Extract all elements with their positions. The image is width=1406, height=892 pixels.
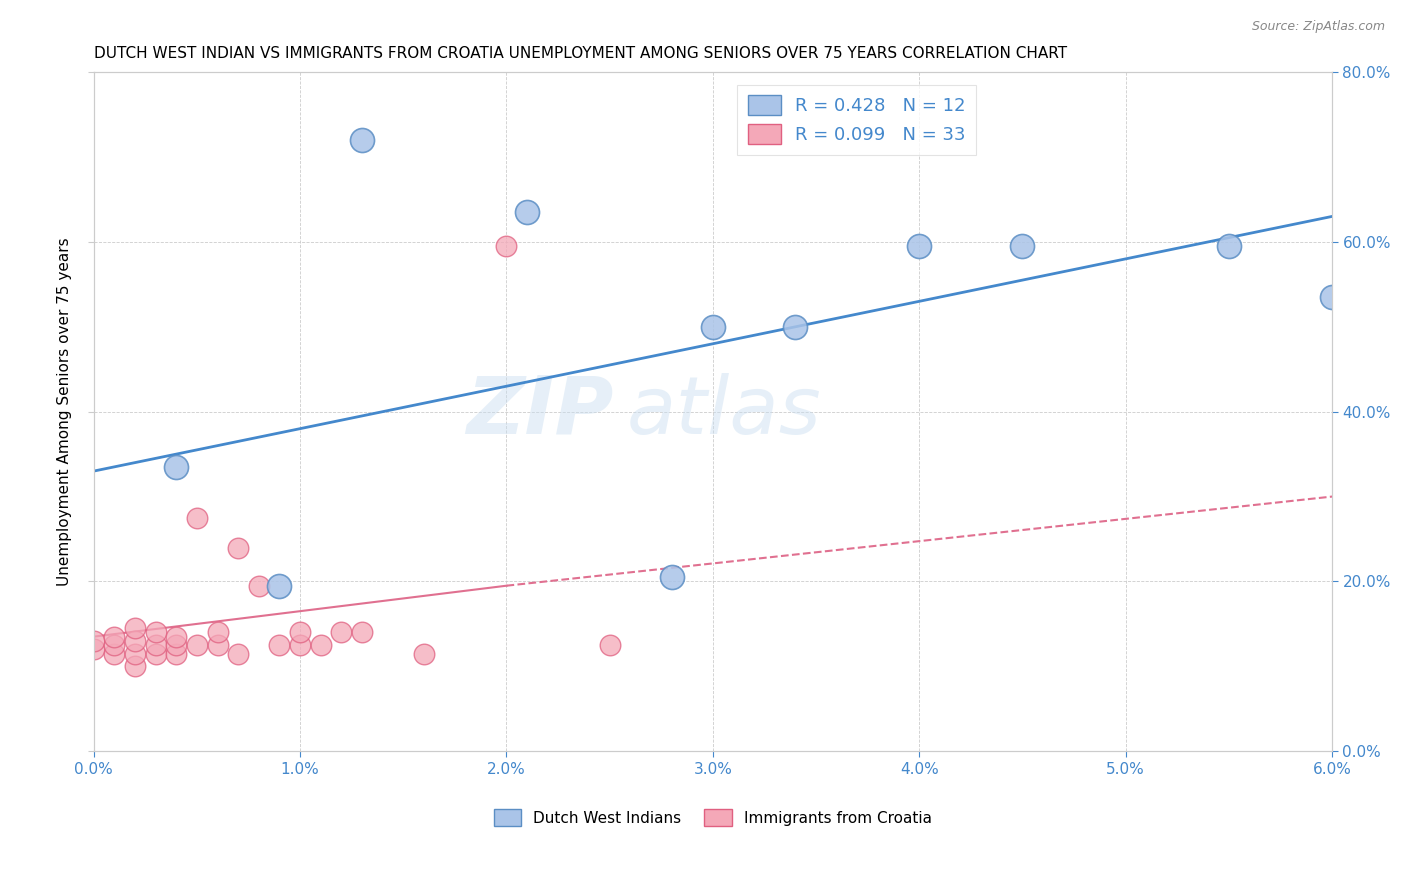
Point — [103, 638, 125, 652]
Point — [165, 459, 187, 474]
Point — [165, 647, 187, 661]
Point — [1320, 290, 1343, 304]
Point — [269, 638, 291, 652]
Point — [103, 647, 125, 661]
Point — [599, 638, 621, 652]
Point — [186, 638, 208, 652]
Point — [83, 633, 105, 648]
Point — [145, 638, 167, 652]
Point — [516, 205, 538, 219]
Point — [124, 621, 146, 635]
Legend: Dutch West Indians, Immigrants from Croatia: Dutch West Indians, Immigrants from Croa… — [488, 803, 938, 832]
Point — [330, 625, 353, 640]
Point — [165, 638, 187, 652]
Point — [908, 239, 931, 253]
Point — [124, 647, 146, 661]
Point — [495, 239, 517, 253]
Point — [1218, 239, 1240, 253]
Point — [207, 625, 229, 640]
Point — [207, 638, 229, 652]
Text: DUTCH WEST INDIAN VS IMMIGRANTS FROM CROATIA UNEMPLOYMENT AMONG SENIORS OVER 75 : DUTCH WEST INDIAN VS IMMIGRANTS FROM CRO… — [94, 46, 1067, 62]
Point — [309, 638, 332, 652]
Point — [269, 579, 291, 593]
Point — [145, 647, 167, 661]
Point — [350, 133, 373, 147]
Point — [785, 319, 807, 334]
Point — [226, 541, 249, 555]
Y-axis label: Unemployment Among Seniors over 75 years: Unemployment Among Seniors over 75 years — [58, 237, 72, 586]
Text: atlas: atlas — [626, 373, 821, 450]
Point — [186, 510, 208, 524]
Point — [165, 630, 187, 644]
Text: ZIP: ZIP — [467, 373, 614, 450]
Point — [247, 579, 270, 593]
Point — [350, 625, 373, 640]
Point — [103, 630, 125, 644]
Point — [288, 625, 311, 640]
Point — [702, 319, 724, 334]
Point — [83, 642, 105, 657]
Point — [124, 659, 146, 673]
Point — [145, 625, 167, 640]
Text: Source: ZipAtlas.com: Source: ZipAtlas.com — [1251, 20, 1385, 33]
Point — [226, 647, 249, 661]
Point — [413, 647, 436, 661]
Point — [661, 570, 683, 584]
Point — [124, 633, 146, 648]
Point — [288, 638, 311, 652]
Point — [1011, 239, 1033, 253]
